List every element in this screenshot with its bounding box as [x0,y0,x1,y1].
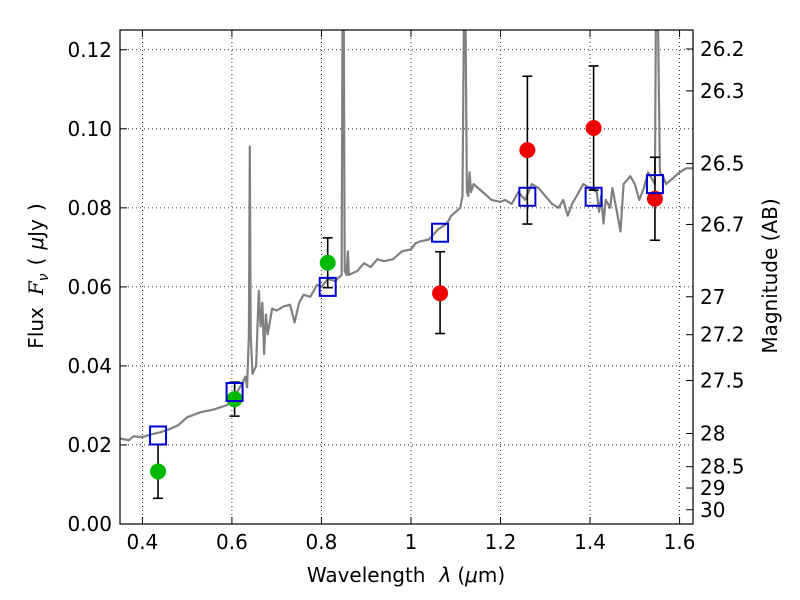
model-square-marker [584,186,603,207]
x-tick-label: 1 [405,530,418,554]
green-data-point [319,254,336,271]
y-tick-label: 0.02 [67,433,112,457]
model-square-marker [225,382,244,403]
right-tick-label: 26.5 [700,152,745,176]
right-tick-label: 27 [700,285,725,309]
y-tick-label: 0.08 [67,196,112,220]
plot-area [120,30,693,442]
y-tick-label: 0.04 [67,354,112,378]
right-tick-label: 29 [700,476,725,500]
red-data-point [432,285,449,302]
errorbars [153,65,660,500]
right-tick-label: 26.2 [700,37,745,61]
right-tick-label: 27.5 [700,369,745,393]
y-tick-label: 0.10 [67,117,112,141]
right-tick-label: 26.7 [700,212,745,236]
right-axis-label: Magnitude (AB) [758,198,782,353]
model-square-marker [149,425,168,446]
red-data-point [519,142,536,159]
right-tick-label: 30 [700,498,725,522]
right-tick-label: 27.2 [700,323,745,347]
x-axis-label: Wavelength λ (μm) [307,563,505,587]
right-tick-label: 28.5 [700,455,745,479]
x-tick-label: 1.2 [485,530,517,554]
green-data-point [150,463,167,480]
model-square-marker [518,186,537,207]
markers [149,120,664,480]
right-tick-label: 26.3 [700,79,745,103]
model-square-marker [645,174,664,195]
x-tick-label: 0.6 [216,530,248,554]
spectrum-line [120,30,693,442]
grid [120,30,693,525]
x-tick-label: 0.4 [126,530,158,554]
green-data-point [226,391,243,408]
y-tick-label: 0.00 [67,512,112,536]
y-tick-label: 0.12 [67,38,112,62]
x-tick-label: 1.6 [664,530,696,554]
model-square-marker [318,276,337,297]
x-tick-label: 0.8 [306,530,338,554]
model-square-marker [431,222,450,243]
x-tick-label: 1.4 [574,530,606,554]
ticks: 0.4 0.6 0.8 1 1.2 1.4 1.6 0.00 0.02 0.04 0.06 0.08 0… [67,30,745,554]
y-axis-label: FluxFν(μJy) [24,203,52,348]
red-data-point [646,190,663,207]
right-tick-label: 28 [700,421,725,445]
plot-frame [119,29,694,525]
red-data-point [585,120,602,137]
y-tick-label: 0.06 [67,275,112,299]
